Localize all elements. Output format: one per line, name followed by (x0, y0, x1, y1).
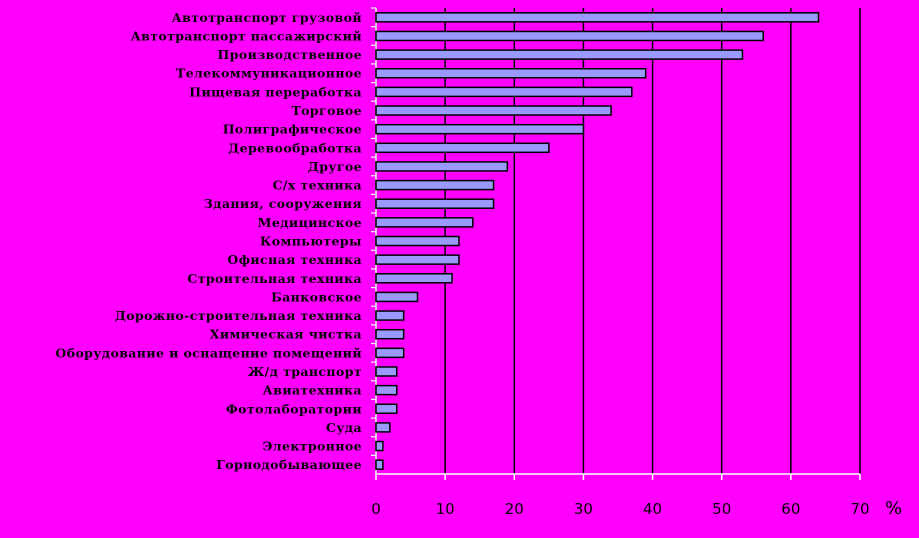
bar (375, 328, 405, 340)
x-axis-unit-label: % (885, 498, 902, 519)
x-tick-label: 50 (712, 500, 731, 518)
category-label: С/х техника (273, 178, 362, 193)
category-label: Электронное (262, 439, 362, 454)
bar (375, 273, 453, 284)
x-tick-label: 10 (436, 500, 455, 518)
category-labels: Автотранспорт грузовой Автотранспорт пасс… (55, 10, 362, 472)
bar (375, 235, 460, 247)
bar (375, 254, 460, 265)
x-tick-label: 70 (850, 500, 869, 518)
bar (375, 12, 820, 23)
category-label: Здания, сооружения (204, 196, 362, 211)
category-label: Автотранспорт пассажирский (131, 28, 362, 43)
category-label: Телекоммуникационное (176, 66, 362, 81)
bar (375, 347, 405, 359)
category-label: Банковское (271, 289, 362, 304)
bar (375, 179, 495, 191)
bar (375, 310, 405, 321)
category-label: Производственное (218, 47, 362, 62)
category-label: Медицинское (258, 215, 362, 230)
bars (375, 12, 820, 470)
category-label: Ж/д транспорт (248, 364, 362, 379)
x-tick-label: 40 (643, 500, 662, 518)
bar (375, 67, 647, 79)
bar (375, 142, 550, 154)
x-tick-label: 20 (505, 500, 524, 518)
category-label: Оборудование и оснащение помещений (55, 345, 362, 360)
bar (375, 30, 764, 42)
category-label: Суда (326, 420, 362, 435)
bar (375, 49, 744, 60)
x-tick-label: 30 (574, 500, 593, 518)
bar (375, 123, 585, 135)
bar (375, 105, 612, 116)
category-label: Фотолаборатории (226, 401, 362, 416)
category-label: Компьютеры (260, 234, 362, 249)
category-label: Химическая чистка (210, 327, 362, 342)
bar (375, 403, 398, 415)
bar (375, 198, 495, 209)
category-label: Автотранспорт грузовой (172, 10, 362, 25)
x-tick-label: 60 (781, 500, 800, 518)
bar (375, 161, 509, 172)
bar (375, 384, 398, 396)
bar (375, 291, 419, 303)
bar (375, 366, 398, 377)
bar (375, 440, 384, 452)
category-label: Другое (308, 159, 362, 174)
category-label: Торговое (291, 103, 362, 118)
category-label: Пищевая переработка (189, 84, 362, 99)
category-label: Строительная техника (187, 271, 362, 286)
category-label: Горнодобывающее (216, 457, 362, 472)
category-label: Деревообработка (228, 140, 362, 155)
bar (375, 217, 474, 228)
x-axis-ticks: 0 10 20 30 40 50 60 70 (371, 7, 870, 518)
category-label: Авиатехника (263, 383, 362, 398)
x-tick-label: 0 (371, 500, 381, 518)
bar (375, 86, 633, 98)
bar (375, 422, 391, 433)
category-label: Полиграфическое (223, 122, 362, 137)
category-label: Дорожно-строительная техника (115, 308, 362, 323)
bar (375, 459, 384, 470)
category-label: Офисная техника (227, 252, 362, 267)
